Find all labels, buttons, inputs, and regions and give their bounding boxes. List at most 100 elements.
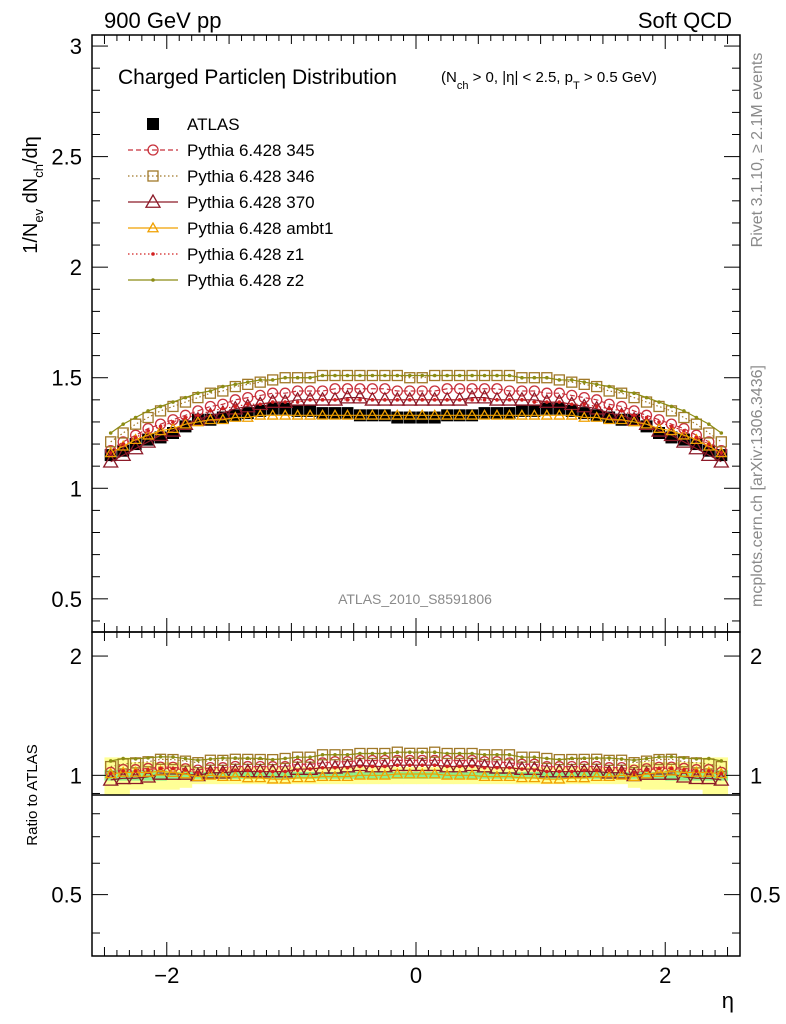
legend-label: Pythia 6.428 z2 (187, 271, 304, 290)
ratio-point-pythia-6-428-ambt1 (191, 770, 205, 782)
data-point-pythia-6-428-z2 (133, 415, 138, 420)
data-point-pythia-6-428-ambt1 (341, 409, 354, 420)
ratio-stat-band (590, 771, 604, 779)
ratio-stat-band (328, 771, 342, 779)
data-point-pythia-6-428-370 (551, 393, 568, 408)
data-point-pythia-6-428-345 (229, 394, 241, 406)
data-point-pythia-6-428-z2 (582, 380, 587, 384)
analysis-watermark: ATLAS_2010_S8591806 (338, 591, 492, 607)
ratio-point-pythia-6-428-ambt1 (702, 766, 715, 777)
ratio-point-pythia-6-428-z1 (545, 769, 549, 774)
legend-item-pythia-6-428-345: Pythia 6.428 345 (128, 141, 315, 160)
ratio-point-pythia-6-428-z2 (632, 758, 636, 763)
data-point-pythia-6-428-ambt1 (254, 409, 267, 420)
y-tick-label-ratio-left: 2 (70, 644, 82, 669)
ratio-point-pythia-6-428-z2 (594, 756, 599, 760)
data-point-pythia-6-428-346 (404, 372, 416, 384)
data-point-pythia-6-428-z1 (333, 398, 337, 402)
y-tick-label-ratio-left: 0.5 (51, 883, 82, 908)
ratio-point-pythia-6-428-z2 (582, 756, 587, 761)
data-point-pythia-6-428-z2 (594, 382, 599, 387)
data-point-pythia-6-428-ambt1 (665, 424, 678, 436)
data-point-pythia-6-428-ambt1 (328, 409, 342, 420)
data-point-pythia-6-428-z2 (432, 373, 437, 378)
y-tick-label-ratio-right: 0.5 (750, 883, 781, 908)
series-line-pythia-6-428-z1 (110, 399, 722, 454)
data-point-pythia-6-428-z2 (283, 375, 287, 380)
data-point-pythia-6-428-z2 (295, 375, 300, 380)
ratio-point-pythia-6-428-ambt1 (465, 769, 479, 780)
mcplots-reference-text: mcplots.cern.ch [arXiv:1306.3436] (749, 365, 766, 607)
ratio-point-pythia-6-428-345 (142, 762, 154, 775)
ratio-stat-band (341, 771, 355, 779)
data-point-pythia-6-428-346 (229, 380, 241, 393)
series-pythia-6-428-ambt1 (104, 409, 728, 458)
ratio-stat-band (291, 771, 305, 779)
ratio-point-pythia-6-428-370 (601, 764, 618, 779)
ratio-point-pythia-6-428-z1 (707, 769, 711, 773)
ratio-point-pythia-6-428-z2 (607, 756, 611, 760)
ratio-point-pythia-6-428-370 (439, 758, 456, 773)
ratio-line-pythia-6-428-ambt1 (110, 770, 722, 780)
ratio-point-pythia-6-428-z1 (644, 768, 649, 772)
ratio-point-pythia-6-428-z2 (694, 757, 699, 761)
data-point-atlas (117, 444, 130, 457)
ratio-stat-band (652, 771, 666, 779)
data-point-pythia-6-428-346 (591, 380, 603, 393)
ratio-point-pythia-6-428-z1 (208, 768, 213, 772)
chart-title-eta: η (274, 66, 286, 89)
data-point-pythia-6-428-z1 (121, 442, 125, 446)
data-point-pythia-6-428-370 (675, 433, 693, 448)
ratio-point-pythia-6-428-z2 (370, 751, 375, 756)
ratio-point-pythia-6-428-z1 (694, 769, 699, 773)
ratio-point-pythia-6-428-z2 (432, 750, 437, 754)
ratio-stat-band (391, 771, 405, 779)
data-point-pythia-6-428-370 (376, 391, 393, 406)
ratio-point-pythia-6-428-345 (690, 764, 703, 776)
data-point-pythia-6-428-z1 (707, 442, 711, 446)
data-point-pythia-6-428-ambt1 (229, 411, 242, 422)
ratio-point-pythia-6-428-z1 (233, 768, 238, 773)
ratio-point-pythia-6-428-z2 (557, 757, 562, 762)
ratio-stat-band (303, 771, 317, 779)
ratio-point-pythia-6-428-370 (414, 756, 431, 772)
data-point-pythia-6-428-ambt1 (279, 409, 292, 420)
legend-item-pythia-6-428-z1: Pythia 6.428 z1 (128, 245, 304, 264)
legend-label: Pythia 6.428 345 (187, 141, 315, 160)
data-point-pythia-6-428-z1 (283, 400, 287, 404)
ratio-point-pythia-6-428-z2 (545, 756, 549, 761)
data-point-pythia-6-428-z2 (445, 373, 449, 378)
ratio-point-pythia-6-428-346 (665, 753, 678, 765)
data-point-pythia-6-428-346 (204, 387, 217, 399)
data-point-pythia-6-428-345 (279, 387, 291, 399)
data-point-atlas (540, 402, 553, 415)
ratio-point-pythia-6-428-ambt1 (652, 766, 666, 778)
ratio-point-pythia-6-428-z1 (669, 766, 674, 771)
ratio-point-pythia-6-428-ambt1 (303, 771, 317, 783)
data-point-pythia-6-428-370 (513, 391, 531, 406)
data-point-pythia-6-428-z1 (644, 415, 649, 420)
data-point-pythia-6-428-370 (688, 440, 705, 455)
ratio-series-pythia-6-428-ambt1 (104, 764, 728, 784)
data-point-pythia-6-428-z2 (221, 384, 225, 389)
y-tick-label-main: 1 (70, 476, 82, 501)
ratio-stat-band (403, 771, 417, 779)
ratio-point-pythia-6-428-ambt1 (690, 766, 703, 777)
ratio-point-pythia-6-428-ambt1 (553, 772, 566, 784)
data-point-pythia-6-428-z1 (295, 400, 300, 404)
ratio-point-pythia-6-428-ambt1 (328, 770, 342, 782)
data-point-pythia-6-428-345 (528, 385, 541, 397)
ratio-point-pythia-6-428-370 (289, 760, 306, 775)
data-point-pythia-6-428-ambt1 (266, 409, 279, 420)
data-point-pythia-6-428-z1 (270, 400, 275, 404)
ratio-point-pythia-6-428-ambt1 (490, 770, 504, 782)
data-point-pythia-6-428-z2 (669, 404, 674, 409)
ratio-point-pythia-6-428-z1 (407, 763, 412, 768)
data-point-pythia-6-428-346 (615, 387, 628, 399)
data-point-pythia-6-428-z1 (520, 398, 524, 402)
data-point-pythia-6-428-z1 (495, 398, 499, 402)
ratio-stat-band (503, 771, 517, 779)
ratio-point-pythia-6-428-z2 (445, 751, 449, 756)
data-point-pythia-6-428-z1 (383, 398, 387, 402)
data-point-pythia-6-428-ambt1 (291, 409, 304, 420)
